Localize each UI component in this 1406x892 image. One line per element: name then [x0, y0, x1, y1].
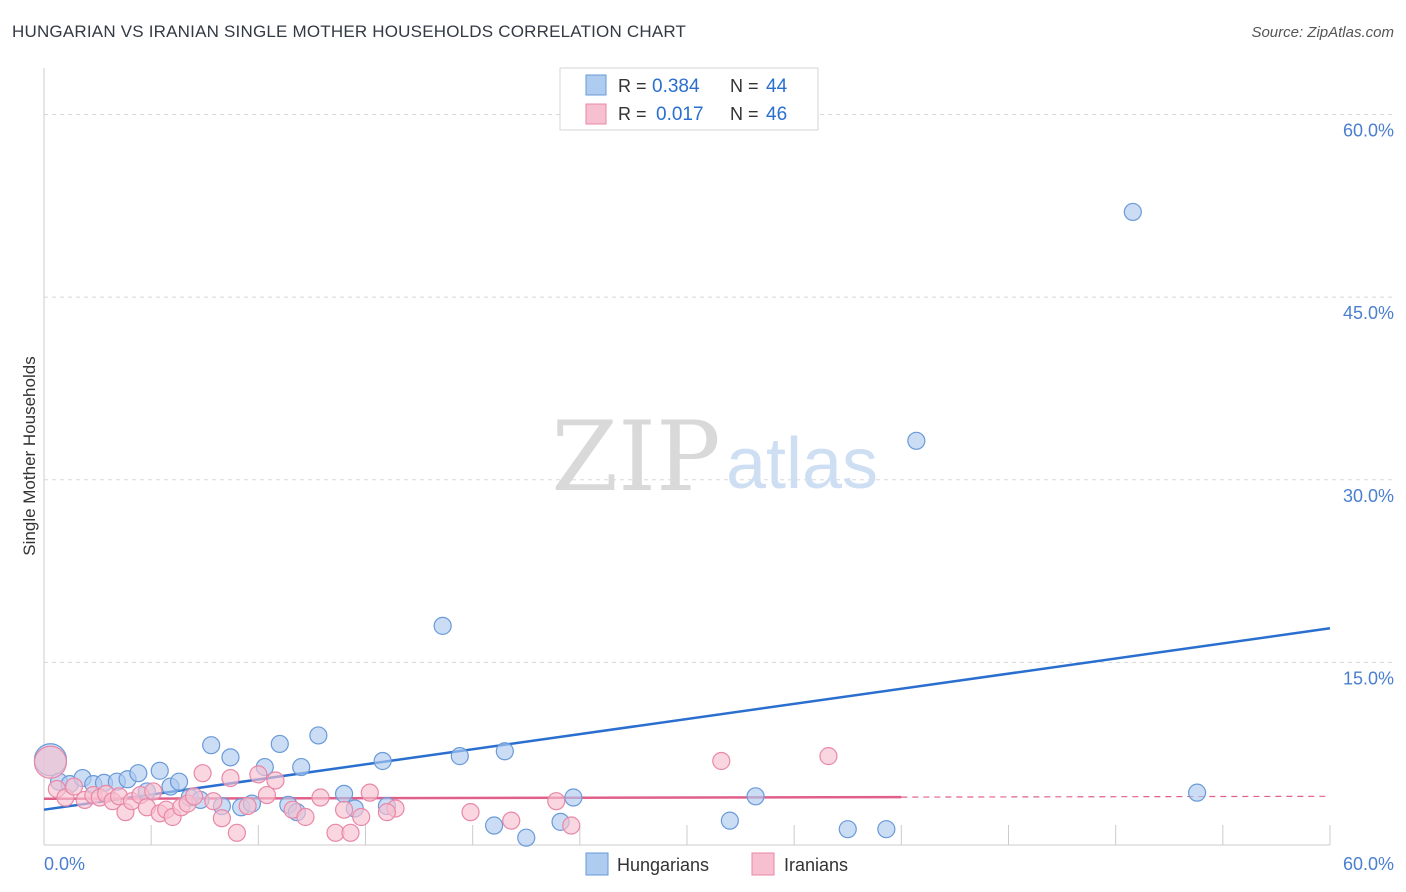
- bottom-legend-swatch-hungarians: [585, 852, 609, 876]
- point-hungarians: [1188, 783, 1207, 802]
- point-iranians: [819, 747, 838, 766]
- point-iranians: [502, 811, 521, 830]
- trend-line-iranians: [43, 795, 902, 800]
- legend-box: R = 0.384 N = 44 R = 0.017 N = 46: [559, 67, 819, 131]
- point-iranians: [547, 792, 566, 811]
- y-tick-label: 15.0%: [1343, 668, 1394, 688]
- legend-n-value-iranians: 46: [766, 104, 787, 125]
- points-layer: [33, 202, 1207, 847]
- y-tick-label: 30.0%: [1343, 486, 1394, 506]
- point-hungarians: [373, 751, 392, 771]
- point-iranians: [238, 796, 257, 816]
- legend-swatch-iranians: [585, 103, 607, 125]
- point-hungarians: [450, 747, 469, 766]
- point-hungarians: [169, 772, 189, 791]
- legend-r-label-hungarians: R =: [618, 76, 647, 96]
- x-tick-label-max: 60.0%: [1343, 854, 1394, 874]
- point-iranians: [257, 785, 277, 805]
- point-iranians: [334, 800, 354, 819]
- point-iranians: [562, 816, 581, 835]
- point-iranians: [221, 768, 240, 788]
- point-iranians: [64, 777, 84, 796]
- point-hungarians: [1123, 202, 1142, 222]
- point-iranians: [352, 807, 371, 827]
- y-tick-label: 45.0%: [1343, 303, 1394, 323]
- bottom-legend-label-iranians: Iranians: [784, 855, 848, 875]
- x-tick-label-min: 0.0%: [44, 854, 85, 874]
- y-tick-label: 60.0%: [1343, 121, 1394, 141]
- watermark-atlas: atlas: [726, 424, 878, 504]
- legend-n-value-hungarians: 44: [766, 76, 788, 97]
- legend-r-value-hungarians: 0.384: [652, 76, 700, 97]
- point-iranians: [311, 788, 330, 807]
- point-hungarians: [150, 761, 169, 780]
- point-hungarians: [495, 742, 514, 761]
- y-axis-label: Single Mother Households: [20, 356, 39, 555]
- point-hungarians: [129, 764, 148, 783]
- point-hungarians: [334, 784, 354, 803]
- point-hungarians: [877, 820, 896, 839]
- point-hungarians: [202, 736, 221, 755]
- source-label: Source: ZipAtlas.com: [1251, 24, 1394, 41]
- point-hungarians: [838, 820, 857, 839]
- point-hungarians: [292, 757, 311, 777]
- point-iranians: [296, 807, 315, 827]
- point-iranians: [204, 792, 223, 811]
- point-iranians: [33, 745, 68, 779]
- point-hungarians: [485, 816, 504, 835]
- point-hungarians: [270, 734, 289, 754]
- point-iranians: [360, 783, 379, 802]
- point-iranians: [249, 765, 268, 784]
- point-iranians: [212, 809, 231, 828]
- point-hungarians: [564, 788, 583, 807]
- legend-n-label-iranians: N =: [730, 104, 759, 124]
- point-iranians: [144, 782, 163, 801]
- point-hungarians: [309, 726, 328, 745]
- point-iranians: [377, 803, 397, 822]
- point-hungarians: [907, 431, 926, 450]
- bottom-legend-label-hungarians: Hungarians: [617, 855, 709, 875]
- watermark-zip: ZIP: [551, 401, 720, 513]
- point-iranians: [712, 751, 731, 771]
- point-hungarians: [433, 616, 452, 635]
- chart-title: HUNGARIAN VS IRANIAN SINGLE MOTHER HOUSE…: [12, 22, 687, 41]
- point-iranians: [461, 803, 480, 822]
- trend-line-dashed-iranians: [901, 795, 1331, 798]
- point-hungarians: [221, 748, 240, 767]
- grid-layer: [44, 114, 1394, 663]
- point-hungarians: [720, 811, 739, 830]
- point-iranians: [341, 823, 360, 842]
- legend-swatch-hungarians: [585, 74, 607, 96]
- point-hungarians: [517, 828, 536, 847]
- bottom-legend-swatch-iranians: [751, 852, 775, 876]
- point-iranians: [266, 771, 285, 790]
- watermark: ZIP atlas: [551, 401, 878, 513]
- legend-r-label-iranians: R =: [618, 104, 647, 124]
- point-hungarians: [746, 787, 765, 806]
- point-iranians: [193, 764, 212, 783]
- legend-r-value-iranians: 0.017: [656, 104, 704, 125]
- axis-layer: 15.0% 30.0% 45.0% 60.0%: [43, 68, 1394, 846]
- bottom-legend: Hungarians Iranians: [585, 852, 848, 876]
- point-iranians: [184, 787, 204, 806]
- point-iranians: [227, 823, 246, 842]
- legend-n-label-hungarians: N =: [730, 76, 759, 96]
